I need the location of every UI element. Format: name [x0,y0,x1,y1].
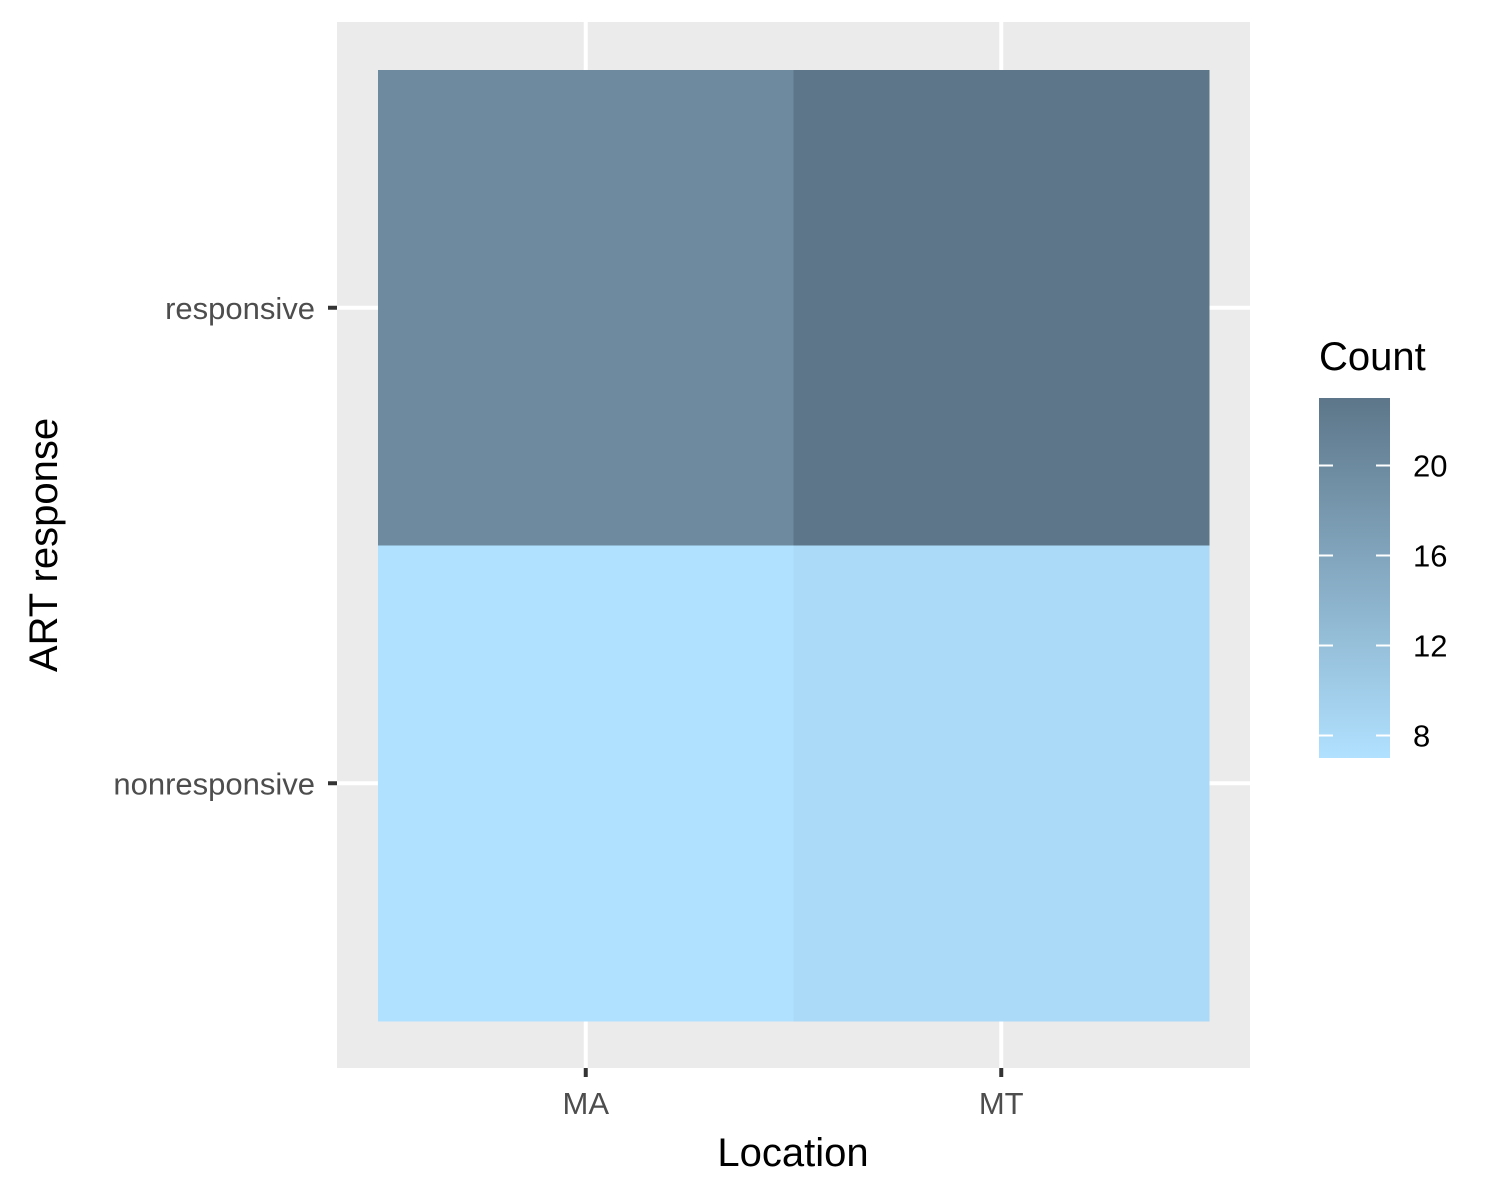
legend-colorbar [1319,398,1390,758]
x-tick-label-mt: MT [979,1086,1024,1121]
cell-layer [378,70,1210,1022]
axis-layer: MA MT nonresponsive responsive [113,291,1023,1121]
y-tick-label-nonresponsive: nonresponsive [113,766,315,801]
legend-ticks: 8 12 16 20 [1319,449,1447,754]
legend-break-label-20: 20 [1413,449,1447,484]
heatmap-cell-ma-nonresponsive [378,545,794,1022]
color-legend: Count 8 12 16 20 [1319,335,1447,758]
heatmap-cell-ma-responsive [378,70,794,546]
legend-break-label-12: 12 [1413,629,1447,664]
y-tick-label-responsive: responsive [165,291,315,326]
x-tick-label-ma: MA [563,1086,610,1121]
heatmap-cell-mt-nonresponsive [793,545,1210,1022]
legend-break-label-8: 8 [1413,719,1430,754]
legend-title: Count [1319,335,1426,379]
legend-break-label-16: 16 [1413,539,1447,574]
heatmap-cell-mt-responsive [793,70,1210,546]
x-axis-title: Location [717,1131,868,1175]
y-axis-title: ART response [22,418,66,672]
